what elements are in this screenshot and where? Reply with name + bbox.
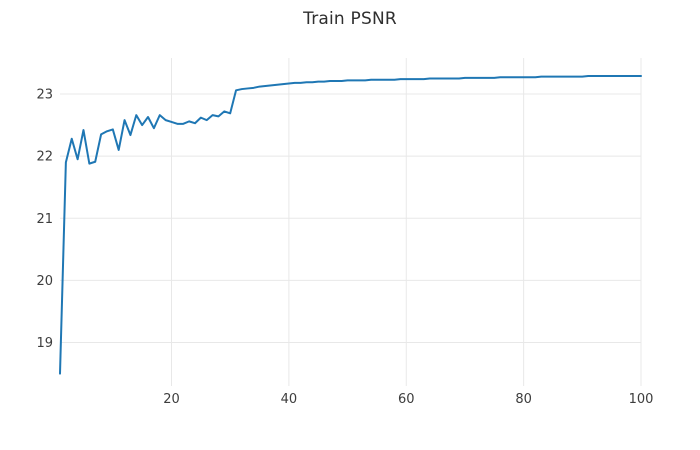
horizontal-gridlines [60, 93, 641, 344]
vertical-gridlines [171, 58, 642, 386]
y-tick-label: 21 [36, 212, 53, 227]
x-tick-label: 80 [515, 392, 532, 407]
psnr-line-series [59, 75, 642, 375]
chart-title: Train PSNR [303, 9, 397, 29]
x-tick-label: 60 [398, 392, 415, 407]
y-tick-label: 23 [36, 88, 53, 103]
x-tick-label: 100 [629, 392, 654, 407]
y-tick-label: 20 [36, 274, 53, 289]
x-tick-label: 40 [281, 392, 298, 407]
x-axis-tick-labels: 20 40 60 80 100 [163, 392, 653, 407]
y-tick-label: 22 [36, 150, 53, 165]
x-tick-label: 20 [163, 392, 180, 407]
y-tick-label: 19 [36, 336, 53, 351]
y-axis-tick-labels: 19 20 21 22 23 [36, 88, 53, 351]
